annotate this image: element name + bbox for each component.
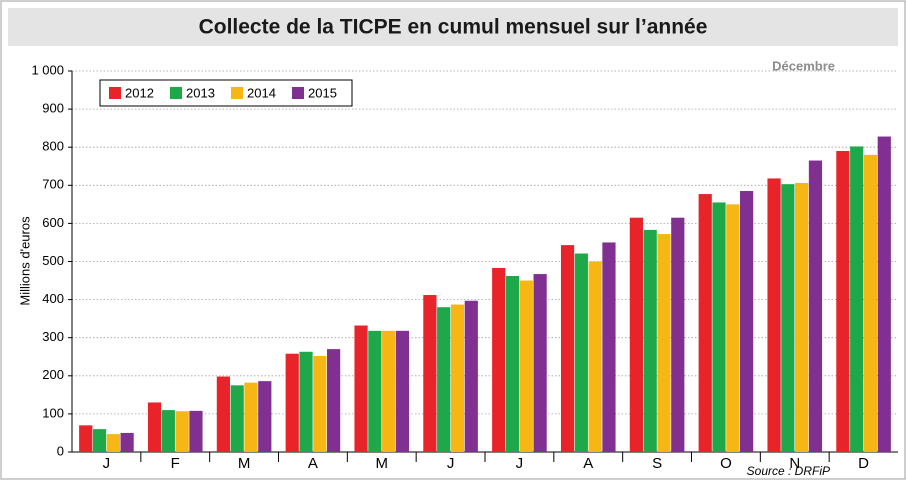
x-tick-label: M [238,455,251,472]
bar [244,382,258,452]
legend-swatch [231,87,243,99]
legend-label: 2014 [247,85,276,100]
bar [106,434,120,452]
bar [382,330,396,452]
bar [216,376,230,452]
y-tick-label: 700 [42,177,64,192]
y-tick-label: 600 [42,215,64,230]
bar [795,183,809,452]
bar [505,275,520,452]
bar [671,217,685,452]
bar [120,432,134,452]
source: Source : DRFiP [747,464,830,478]
x-tick-label: S [652,455,662,472]
bar [519,280,533,452]
chart-title: Collecte de la TICPE en cumul mensuel su… [199,16,708,39]
bar [643,229,657,452]
bar [740,191,754,452]
title-banner [8,8,898,46]
bar [437,307,451,452]
annotation: Décembre [772,58,835,73]
x-tick-label: F [171,455,180,472]
x-tick-label: J [516,455,524,472]
y-tick-label: 200 [42,367,64,382]
x-tick-label: J [103,455,111,472]
bar [808,160,823,452]
bar [299,351,313,452]
bar [560,245,575,452]
bar [836,151,850,452]
bar [629,217,643,452]
bar [767,178,781,452]
legend-swatch [292,87,304,99]
legend-label: 2012 [125,85,154,100]
bar [258,381,272,452]
bar [147,402,162,452]
bar [588,261,602,452]
y-tick-label: 400 [42,291,64,306]
bar [285,353,299,452]
bar [189,410,203,452]
bar [712,202,726,452]
y-tick-label: 300 [42,329,64,344]
y-tick-label: 900 [42,101,64,116]
bar [698,194,712,453]
y-axis-label: Millions d'euros [17,216,32,306]
x-tick-label: A [583,455,593,472]
legend-swatch [170,87,182,99]
bar [464,300,478,452]
bar [602,242,616,452]
bar [850,146,864,453]
y-tick-label: 0 [57,443,64,458]
bar [533,274,547,452]
bar [781,184,795,453]
x-tick-label: O [720,455,732,472]
y-tick-label: 500 [42,253,64,268]
bar [79,425,93,452]
bar [161,410,175,452]
x-tick-label: J [447,455,455,472]
y-tick-label: 1 000 [31,62,64,77]
bar [175,411,189,452]
legend-box [99,79,353,107]
bar [863,154,878,452]
legend-swatch [109,87,121,99]
bar [327,349,341,452]
bar [313,355,327,452]
bar [450,304,465,452]
bar [92,429,107,452]
bar [726,204,740,452]
x-tick-label: A [308,455,318,472]
bar [657,234,671,452]
bar [492,267,506,452]
bar [395,330,410,452]
bar [877,136,891,453]
x-tick-label: M [376,455,389,472]
y-tick-label: 100 [42,405,64,420]
bar [423,295,437,452]
legend-label: 2015 [308,85,337,100]
legend-label: 2013 [186,85,215,100]
bar [230,385,244,452]
bar [368,330,382,452]
y-tick-label: 800 [42,139,64,154]
x-tick-label: D [858,455,869,472]
x-tick-label: N [789,455,800,472]
bar [354,325,368,452]
bar [574,253,588,452]
